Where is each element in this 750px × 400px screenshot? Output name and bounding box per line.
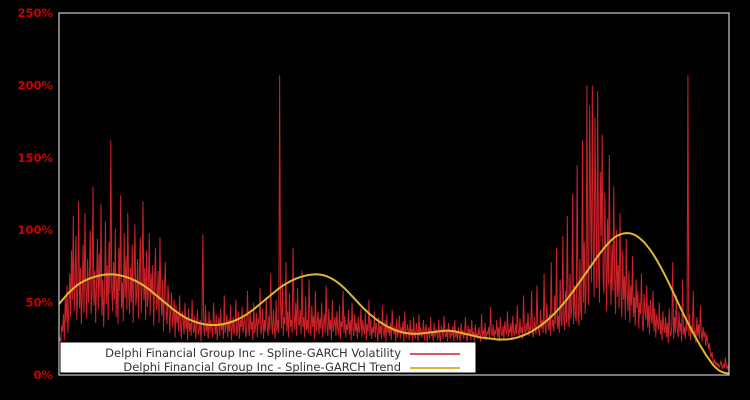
legend-background (59, 341, 477, 374)
plot-area-border (58, 12, 730, 376)
y-axis-tick-label: 250% (17, 6, 53, 20)
y-axis-tick-label: 100% (17, 223, 53, 237)
legend-item-label: Delphi Financial Group Inc - Spline-GARC… (105, 346, 401, 360)
y-axis-tick-label: 150% (17, 151, 53, 165)
trend-series-line (58, 232, 730, 375)
volatility-series-line (58, 75, 730, 371)
y-axis-tick-labels: 0% 50% 100% 150% 200% 250% (17, 6, 53, 382)
legend-item-label: Delphi Financial Group Inc - Spline-GARC… (123, 360, 401, 374)
y-axis-tick-label: 50% (25, 296, 53, 310)
y-axis-tick-label: 0% (33, 368, 53, 382)
y-axis-tick-label: 200% (17, 78, 53, 92)
series-group (58, 75, 730, 375)
chart-legend[interactable]: Delphi Financial Group Inc - Spline-GARC… (59, 341, 477, 374)
